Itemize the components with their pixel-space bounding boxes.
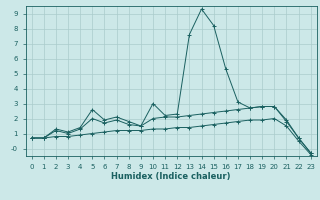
X-axis label: Humidex (Indice chaleur): Humidex (Indice chaleur) — [111, 172, 231, 181]
